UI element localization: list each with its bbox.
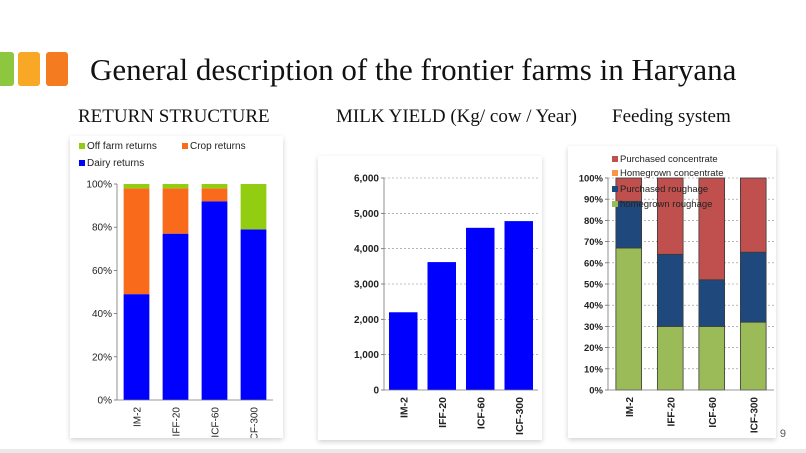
- bar-crop-returns-icf-60: [201, 188, 228, 202]
- legend-swatch-homegrown-roughage: [612, 201, 618, 207]
- bar-milk-yield-im-2: [389, 312, 418, 390]
- legend-label-dairy-returns: Dairy returns: [87, 158, 144, 169]
- chart-panel-returns: 0% 20% 40% 60% 80% 100% IM-2 IFF-20 ICF-60 ICF-30…: [70, 136, 283, 443]
- bar-homegrown-roughage-im-2: [615, 247, 643, 391]
- legend-label-crop-returns: Crop returns: [190, 141, 246, 152]
- bar-purchased-roughage-icf-300: [739, 251, 767, 323]
- slide-title: General description of the frontier farm…: [90, 52, 737, 87]
- page-number: 9: [779, 428, 786, 440]
- x-tick-label: IM-2: [398, 397, 410, 418]
- x-tick-label: ICF-300: [749, 397, 760, 434]
- y-tick-label: 30%: [584, 322, 604, 333]
- legend-swatch-purchased-roughage: [612, 186, 618, 192]
- bar-off-farm-returns-icf-300: [240, 184, 267, 230]
- heading-return-structure: RETURN STRUCTURE: [78, 106, 270, 127]
- legend-label-homegrown-concentrate: Homegrown concentrate: [620, 168, 724, 179]
- milk-yield-chart: 0 1,000 2,000 3,000 4,000 5,000 6,000 IM-2 IFF-2…: [354, 174, 538, 435]
- bar-homegrown-roughage-iff-20: [656, 325, 684, 391]
- x-tick-label: ICF-60: [708, 397, 719, 428]
- accent-block-orange: [46, 52, 68, 86]
- x-tick-label: ICF-60: [475, 397, 487, 429]
- y-tick-label: 3,000: [354, 280, 379, 291]
- bar-off-farm-returns-iff-20: [162, 184, 189, 189]
- y-tick-label: 0%: [589, 386, 603, 397]
- y-tick-label: 40%: [92, 309, 112, 320]
- y-tick-label: 6,000: [354, 174, 379, 185]
- y-tick-label: 0: [373, 386, 379, 397]
- x-tick-label: ICF-300: [250, 407, 261, 438]
- y-tick-label: 1,000: [354, 350, 379, 361]
- x-tick-label: IM-2: [133, 407, 144, 427]
- chart-panel-feeding: 0% 10% 20% 30% 40% 50% 60% 70% 80% 90% 100% IM-2 IFF…: [568, 146, 776, 438]
- y-tick-label: 60%: [584, 258, 604, 269]
- y-tick-label: 60%: [92, 266, 112, 277]
- y-tick-label: 0%: [98, 396, 113, 407]
- bar-crop-returns-im-2: [123, 188, 150, 295]
- bar-homegrown-roughage-icf-300: [739, 321, 767, 391]
- legend-swatch-dairy-returns: [79, 160, 85, 166]
- heading-feeding-system: Feeding system: [612, 106, 731, 127]
- x-tick-label: IFF-20: [666, 397, 677, 427]
- y-tick-label: 40%: [584, 301, 604, 312]
- y-tick-label: 100%: [86, 180, 112, 191]
- y-tick-label: 4,000: [354, 244, 379, 255]
- y-tick-label: 100%: [579, 174, 604, 185]
- x-tick-label: ICF-60: [211, 407, 222, 438]
- returns-chart: 0% 20% 40% 60% 80% 100% IM-2 IFF-20 ICF-60 ICF-30…: [79, 141, 273, 443]
- bar-purchased-concentrate-icf-300: [739, 177, 767, 253]
- y-tick-label: 20%: [584, 343, 604, 354]
- legend-label-homegrown-roughage: homegrown roughage: [620, 199, 712, 210]
- legend-swatch-purchased-concentrate: [612, 156, 618, 162]
- legend-label-purchased-roughage: Purchased roughage: [620, 184, 708, 195]
- x-tick-label: IFF-20: [172, 407, 183, 437]
- heading-milk-yield: MILK YIELD (Kg/ cow / Year): [336, 106, 577, 127]
- bar-purchased-roughage-icf-60: [698, 279, 726, 327]
- y-tick-label: 90%: [584, 195, 604, 206]
- legend-label-off-farm-returns: Off farm returns: [87, 141, 157, 152]
- bar-dairy-returns-icf-300: [240, 229, 267, 400]
- y-tick-label: 80%: [584, 216, 604, 227]
- bar-milk-yield-iff-20: [427, 262, 456, 390]
- y-tick-label: 50%: [584, 280, 604, 291]
- x-tick-label: IM-2: [625, 397, 636, 417]
- y-tick-label: 70%: [584, 237, 604, 248]
- x-tick-label: IFF-20: [437, 397, 449, 428]
- x-tick-label: ICF-300: [514, 397, 526, 435]
- bar-dairy-returns-icf-60: [201, 201, 228, 400]
- chart-panel-milk-yield: 0 1,000 2,000 3,000 4,000 5,000 6,000 IM-2 IFF-2…: [318, 156, 542, 440]
- bar-homegrown-roughage-icf-60: [698, 325, 726, 391]
- bar-purchased-roughage-iff-20: [656, 253, 684, 327]
- y-tick-label: 2,000: [354, 315, 379, 326]
- y-tick-label: 5,000: [354, 209, 379, 220]
- accent-block-green: [0, 52, 14, 86]
- legend-swatch-crop-returns: [182, 143, 188, 149]
- y-tick-label: 20%: [92, 352, 112, 363]
- legend-swatch-off-farm-returns: [79, 143, 85, 149]
- bar-milk-yield-icf-60: [466, 227, 495, 390]
- y-tick-label: 10%: [584, 364, 604, 375]
- bar-dairy-returns-iff-20: [162, 233, 189, 400]
- bar-milk-yield-icf-300: [504, 221, 533, 390]
- y-tick-label: 80%: [92, 223, 112, 234]
- legend-swatch-homegrown-concentrate: [612, 170, 618, 176]
- bar-purchased-concentrate-icf-60: [698, 177, 726, 281]
- accent-block-yellow: [18, 52, 40, 86]
- bar-off-farm-returns-icf-60: [201, 184, 228, 189]
- bar-purchased-concentrate-iff-20: [656, 177, 684, 255]
- bar-dairy-returns-im-2: [123, 294, 150, 400]
- bar-off-farm-returns-im-2: [123, 184, 150, 189]
- footer-line: [0, 449, 806, 453]
- bar-crop-returns-iff-20: [162, 188, 189, 234]
- legend-label-purchased-concentrate: Purchased concentrate: [620, 154, 718, 165]
- feeding-system-chart: 0% 10% 20% 30% 40% 50% 60% 70% 80% 90% 100% IM-2 IFF…: [579, 154, 774, 434]
